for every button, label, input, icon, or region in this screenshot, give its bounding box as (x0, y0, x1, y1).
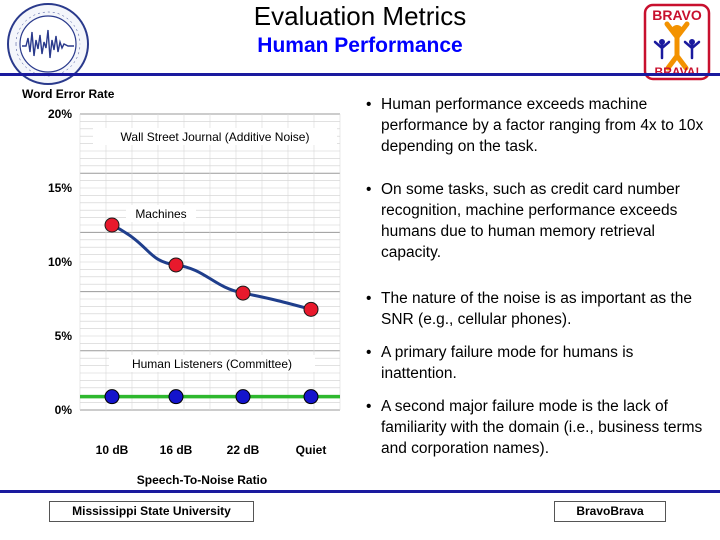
x-axis-label: Speech-To-Noise Ratio (137, 473, 267, 487)
x-tick-label: 16 dB (160, 443, 193, 457)
y-tick-label: 5% (55, 329, 73, 343)
bravo-brava-logo: BRAVO BRAVA! (640, 2, 714, 87)
footer-university: Mississippi State University (49, 501, 254, 522)
chart-labels: Wall Street Journal (Additive Noise) Mach… (93, 128, 337, 487)
machines-series-label-bg (126, 205, 196, 222)
y-tick-label: 0% (55, 403, 73, 417)
chart-subtitle: Wall Street Journal (Additive Noise) (121, 130, 310, 144)
machines-series-label: Machines (135, 207, 186, 221)
x-tick-label: 10 dB (96, 443, 129, 457)
footer-brand: BravoBrava (554, 501, 666, 522)
x-tick-labels: 10 dB 16 dB 22 dB Quiet (96, 443, 327, 457)
y-tick-label: 10% (48, 255, 72, 269)
machines-series-line (111, 223, 312, 311)
institute-seal-logo (6, 2, 90, 91)
humans-data-point (235, 389, 251, 405)
humans-data-point (168, 389, 184, 405)
chart-series (80, 217, 340, 405)
logo-bravo-text: BRAVO (652, 7, 702, 23)
bullet-item: • On some tasks, such as credit card numb… (366, 181, 680, 261)
humans-series-label-bg (109, 355, 315, 372)
page-subtitle: Human Performance (257, 34, 463, 57)
footer-divider (0, 490, 720, 493)
y-tick-label: 20% (48, 107, 72, 121)
humans-data-point (303, 389, 319, 405)
page-title: Evaluation Metrics (253, 1, 467, 31)
bullet-item: • Human performance exceeds machine perfo… (366, 96, 704, 155)
humans-series-label: Human Listeners (Committee) (132, 357, 292, 371)
logo-brava-text: BRAVA! (655, 65, 700, 79)
header-divider (0, 73, 720, 76)
bullet-item: • A second major failure mode is the lack… (366, 398, 703, 457)
machines-data-point (104, 217, 120, 233)
chart-subtitle-bg (93, 128, 337, 145)
machines-data-point (168, 257, 184, 273)
wer-chart: 20% 15% 10% 5% 0% 10 dB 16 dB 22 dB Quiet Wall … (48, 107, 341, 487)
chart-grid (79, 113, 341, 411)
machines-data-point (235, 285, 251, 301)
x-tick-label: 22 dB (227, 443, 260, 457)
humans-data-point (104, 389, 120, 405)
chart-title: Word Error Rate (22, 87, 115, 101)
y-tick-label: 15% (48, 181, 72, 195)
bullet-item: • The nature of the noise is as important… (366, 290, 693, 328)
x-tick-label: Quiet (296, 443, 327, 457)
machines-data-point (303, 301, 319, 317)
bullet-item: • A primary failure mode for humans is in… (366, 344, 634, 382)
y-tick-labels: 20% 15% 10% 5% 0% (48, 107, 72, 417)
